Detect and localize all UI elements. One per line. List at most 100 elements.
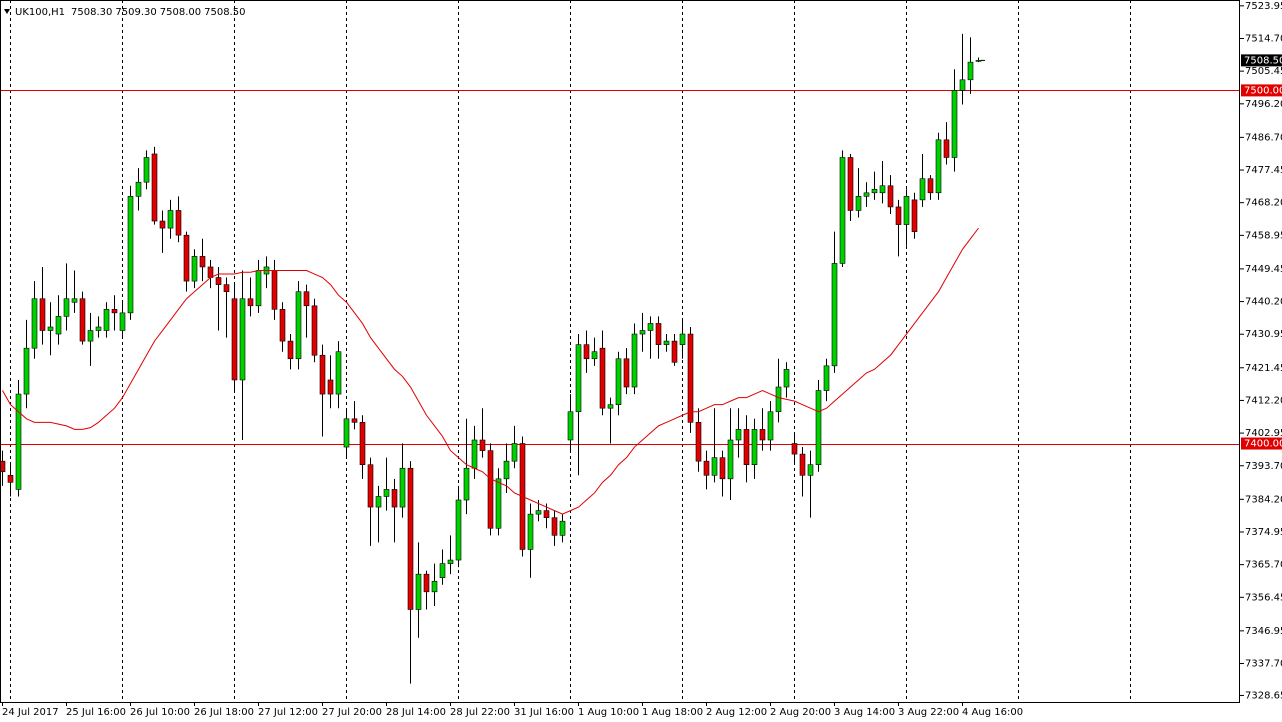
x-tick-label: 28 Jul 22:00	[450, 707, 510, 718]
quote: 7508.50	[204, 7, 245, 18]
candle-body	[223, 284, 230, 292]
candle-body	[751, 429, 758, 466]
candle-body	[103, 309, 110, 331]
candle-body	[719, 457, 726, 480]
candle-body	[351, 418, 358, 423]
y-tick-label: 7356.45	[1245, 592, 1282, 603]
candle-body	[159, 220, 166, 229]
candle-body	[319, 354, 326, 395]
candle-body	[255, 270, 262, 307]
y-tick-label: 7374.95	[1245, 527, 1282, 538]
candle-body	[495, 478, 502, 529]
candle-body	[951, 90, 958, 158]
y-tick-label: 7328.65	[1245, 690, 1282, 701]
candle-body	[79, 298, 86, 342]
candle-body	[95, 326, 102, 331]
candle-body	[527, 513, 534, 550]
candle-body	[775, 386, 782, 413]
y-tick-label: 7402.95	[1245, 428, 1282, 439]
candle-body	[535, 510, 542, 515]
candle-body	[663, 340, 670, 345]
current-price-label: 7508.50	[1244, 55, 1282, 66]
y-tick-label: 7449.45	[1245, 264, 1282, 275]
candle-body	[815, 390, 822, 466]
candle-body	[31, 298, 38, 349]
x-tick-label: 31 Jul 16:00	[514, 707, 574, 718]
candle-body	[927, 178, 934, 194]
candle-body	[543, 510, 550, 518]
candle-body	[735, 429, 742, 441]
candle-body	[343, 418, 350, 448]
candle-body	[703, 460, 710, 476]
quote: 7509.30	[115, 7, 156, 18]
candle-body	[911, 199, 918, 232]
x-tick-label: 1 Aug 10:00	[578, 707, 639, 718]
candle-body	[943, 139, 950, 158]
y-tick-label: 7412.20	[1245, 395, 1282, 406]
candle-body	[399, 467, 406, 508]
x-tick-label: 2 Aug 20:00	[770, 707, 831, 718]
candle-body	[903, 196, 910, 225]
candle-body	[559, 520, 566, 536]
moving-average	[2, 227, 979, 515]
candle-body	[591, 351, 598, 360]
candle-body	[607, 404, 614, 409]
candle-body	[327, 379, 334, 395]
candle-body	[959, 79, 966, 91]
menu-triangle	[4, 9, 10, 14]
candle-body	[855, 196, 862, 211]
candle-body	[671, 340, 678, 363]
y-tick-label: 7346.95	[1245, 626, 1282, 637]
candle-body	[823, 365, 830, 391]
candle-body	[791, 443, 798, 455]
candle-body	[87, 330, 94, 342]
candle-body	[887, 185, 894, 208]
candle-body	[383, 489, 390, 497]
candle-body	[407, 467, 414, 610]
level-box	[1241, 437, 1282, 450]
candle-body	[311, 305, 318, 356]
candle-body	[39, 298, 46, 331]
candle-body	[175, 210, 182, 236]
candle-body	[575, 344, 582, 413]
level-box	[1241, 84, 1282, 97]
x-tick-label: 3 Aug 22:00	[898, 707, 959, 718]
candle-body	[183, 234, 190, 282]
candle-body	[487, 450, 494, 529]
y-tick-label: 7440.20	[1245, 297, 1282, 308]
candle-body	[783, 369, 790, 388]
candle-body	[463, 467, 470, 501]
candle-body	[0, 460, 6, 473]
candle-body	[239, 298, 246, 381]
y-tick-label: 7393.70	[1245, 461, 1282, 472]
candle-body	[215, 277, 222, 285]
candle-body	[127, 196, 134, 314]
candle-body	[143, 157, 150, 183]
candle-body	[423, 573, 430, 593]
level-label: 7500.00	[1244, 85, 1282, 96]
candle-body	[295, 291, 302, 360]
candle-body	[743, 429, 750, 466]
candle-body	[895, 206, 902, 225]
candle-body	[871, 188, 878, 194]
candle-body	[247, 298, 254, 307]
candle-body	[7, 474, 14, 483]
candle-body	[647, 323, 654, 331]
candle-body	[167, 210, 174, 229]
y-tick-label: 7430.95	[1245, 329, 1282, 340]
x-tick-label: 24 Jul 2017	[2, 707, 59, 718]
candle-body	[919, 178, 926, 201]
symbol: UK100,H1	[15, 7, 65, 18]
candle-body	[511, 443, 518, 462]
candle-body	[415, 573, 422, 610]
candle-body	[551, 517, 558, 536]
x-tick-label: 27 Jul 12:00	[258, 707, 318, 718]
y-tick-label: 7468.20	[1245, 198, 1282, 209]
chart-header: UK100,H1 7508.30 7509.30 7508.00 7508.50	[15, 7, 245, 18]
x-tick-label: 25 Jul 16:00	[66, 707, 126, 718]
candle-body	[839, 157, 846, 264]
candle-body	[191, 256, 198, 282]
candle-body	[759, 429, 766, 441]
